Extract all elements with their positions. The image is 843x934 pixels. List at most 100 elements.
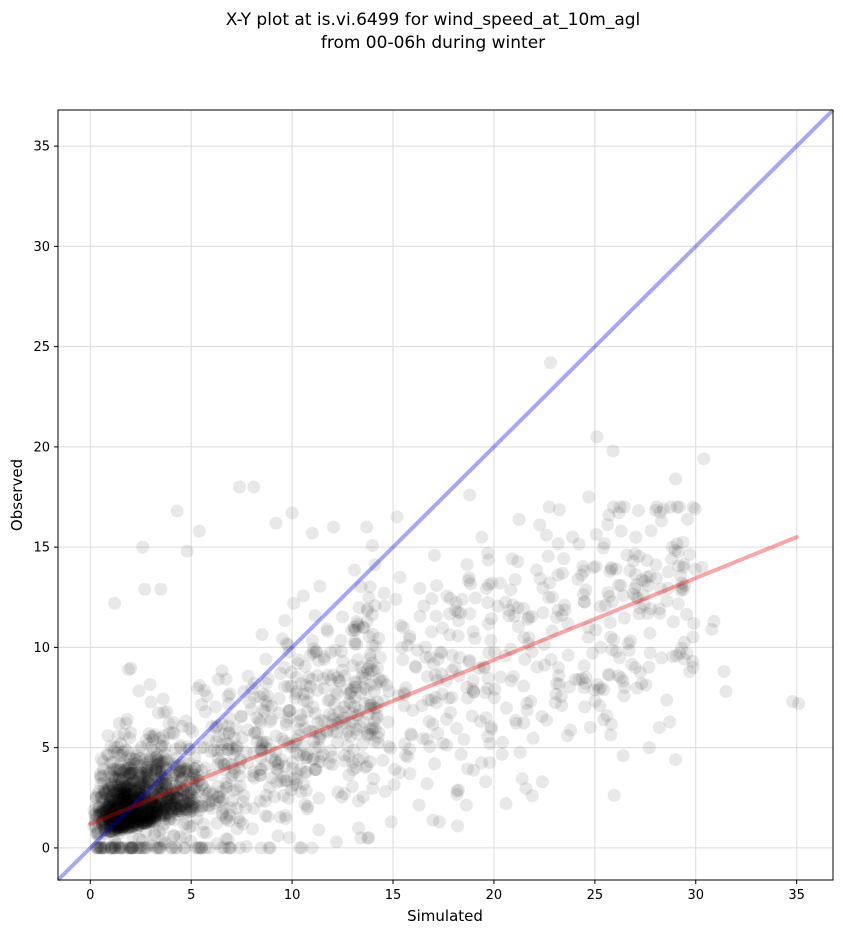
data-point	[151, 804, 165, 818]
data-point	[101, 813, 115, 827]
data-point	[133, 780, 147, 794]
data-point	[159, 796, 173, 810]
data-point	[349, 623, 363, 637]
data-point	[130, 821, 144, 835]
data-point	[211, 744, 225, 758]
data-point	[635, 573, 649, 587]
data-point	[504, 642, 518, 656]
data-point	[623, 634, 637, 648]
data-point	[561, 648, 575, 662]
data-point	[215, 738, 229, 752]
data-point	[111, 740, 125, 754]
data-point	[135, 778, 149, 792]
data-point	[110, 818, 124, 832]
data-point	[576, 559, 590, 573]
data-point	[119, 763, 133, 777]
data-point	[672, 500, 686, 514]
data-point	[112, 806, 126, 820]
data-point	[117, 802, 131, 816]
data-point	[113, 783, 127, 797]
data-point	[435, 687, 449, 701]
data-point	[117, 755, 131, 769]
data-point	[124, 793, 138, 807]
data-point	[423, 739, 437, 753]
data-point	[338, 669, 352, 683]
data-point	[263, 841, 277, 855]
data-point	[468, 631, 482, 645]
data-point	[99, 784, 113, 798]
data-point	[162, 726, 176, 740]
data-point	[499, 797, 513, 811]
data-point	[122, 757, 136, 771]
data-point	[164, 793, 178, 807]
data-point	[451, 614, 465, 628]
data-point	[661, 581, 675, 595]
data-point	[137, 787, 151, 801]
data-point	[132, 684, 146, 698]
data-point	[90, 841, 104, 855]
data-point	[271, 758, 285, 772]
data-point	[596, 541, 610, 555]
data-point	[102, 782, 116, 796]
data-point	[296, 739, 310, 753]
data-point	[317, 672, 331, 686]
data-point	[117, 815, 131, 829]
data-point	[113, 792, 127, 806]
data-point	[296, 589, 310, 603]
data-point	[122, 731, 136, 745]
data-point	[130, 804, 144, 818]
data-point	[326, 718, 340, 732]
data-point	[669, 472, 683, 486]
data-point	[138, 805, 152, 819]
data-point	[161, 753, 175, 767]
data-point	[121, 821, 135, 835]
data-point	[132, 841, 146, 855]
data-point	[259, 695, 273, 709]
data-point	[420, 669, 434, 683]
data-point	[118, 791, 132, 805]
data-point	[136, 780, 150, 794]
data-point	[103, 814, 117, 828]
x-tick-label: 15	[385, 888, 402, 903]
data-point	[479, 582, 493, 596]
data-point	[141, 791, 155, 805]
data-point	[279, 715, 293, 729]
data-point	[293, 748, 307, 762]
data-point	[111, 779, 125, 793]
data-point	[97, 794, 111, 808]
data-point	[188, 791, 202, 805]
data-point	[128, 815, 142, 829]
data-point	[158, 809, 172, 823]
data-point	[605, 562, 619, 576]
data-point	[134, 788, 148, 802]
data-point	[572, 537, 586, 551]
data-point	[98, 823, 112, 837]
data-point	[233, 480, 247, 494]
data-point	[146, 809, 160, 823]
data-point	[326, 709, 340, 723]
data-point	[190, 812, 204, 826]
data-point	[132, 800, 146, 814]
data-point	[118, 815, 132, 829]
data-point	[159, 772, 173, 786]
data-point	[165, 841, 179, 855]
data-point	[106, 788, 120, 802]
data-point	[477, 659, 491, 673]
data-point	[536, 606, 550, 620]
data-point	[128, 795, 142, 809]
data-point	[151, 754, 165, 768]
data-point	[103, 819, 117, 833]
data-point	[127, 804, 141, 818]
data-point	[617, 689, 631, 703]
data-point	[338, 754, 352, 768]
data-point	[234, 753, 248, 767]
data-point	[115, 786, 129, 800]
data-point	[104, 810, 118, 824]
data-point	[271, 829, 285, 843]
data-point	[628, 568, 642, 582]
data-point	[517, 602, 531, 616]
data-point	[602, 668, 616, 682]
data-point	[139, 825, 153, 839]
data-point	[116, 820, 130, 834]
data-point	[184, 787, 198, 801]
